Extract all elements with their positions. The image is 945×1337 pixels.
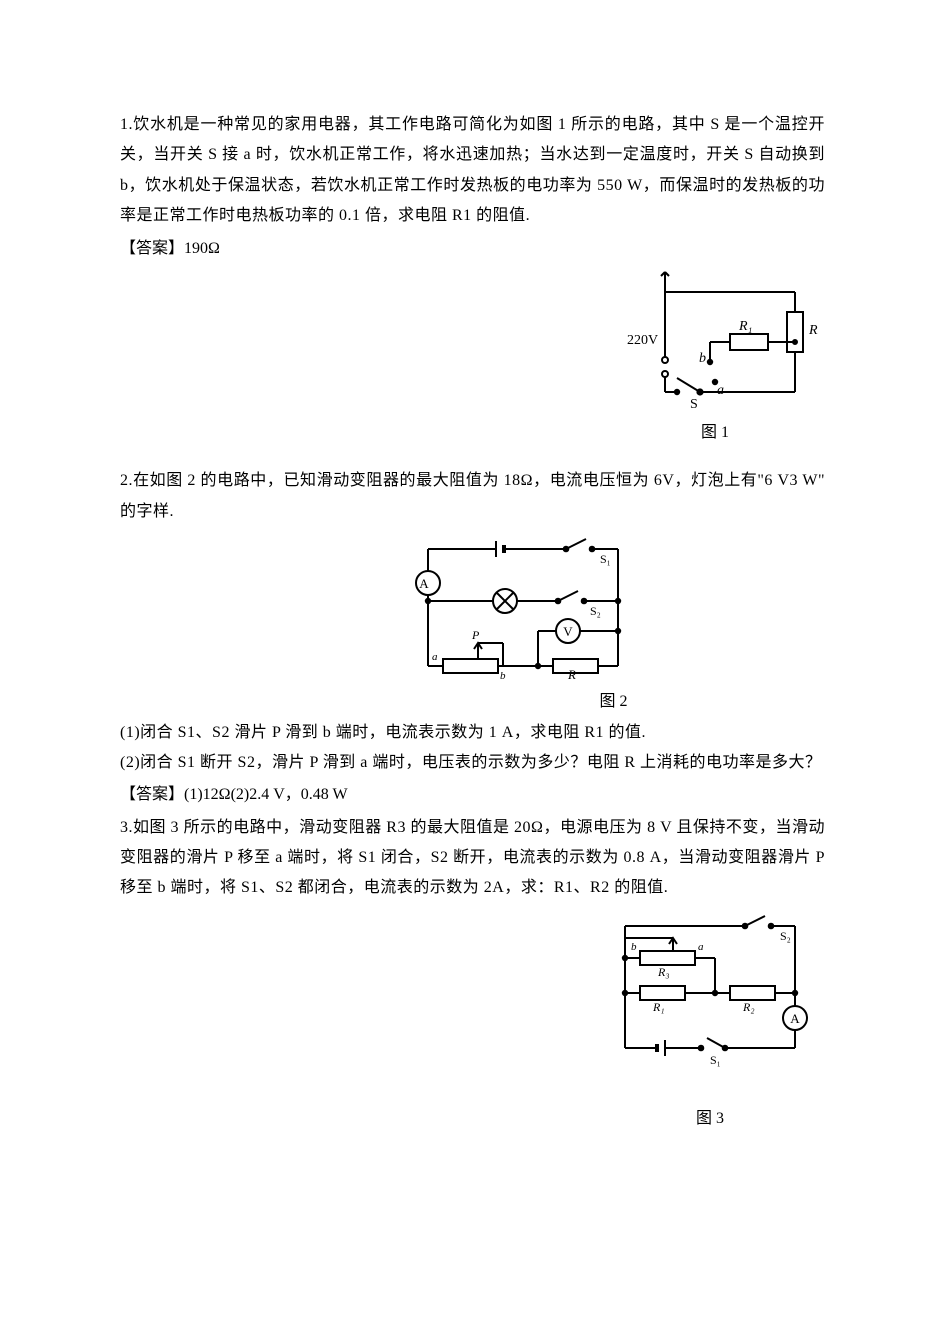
label-220v: 220V [627, 333, 658, 348]
label-S1: S₁ [710, 1053, 721, 1067]
problem-3-text: 3.如图 3 所示的电路中，滑动变阻器 R3 的最大阻值是 20Ω，电源电压为 … [120, 813, 825, 904]
label-R1: R₁ [738, 319, 752, 334]
label-R2: R₂ [742, 1000, 755, 1014]
label-b: b [699, 351, 706, 366]
problem-2-sub2: (2)闭合 S1 断开 S2，滑片 P 滑到 a 端时，电压表的示数为多少？电阻… [120, 748, 825, 778]
spacer [120, 448, 825, 466]
figure-1-wrap: 220V S a b R₁ R 图 1 [120, 262, 825, 448]
answer-text: (1)12Ω(2)2.4 V，0.48 W [184, 786, 348, 803]
document-page: 1.饮水机是一种常见的家用电器，其工作电路可简化为如图 1 所示的电路，其中 S… [0, 0, 945, 1337]
figure-3-caption: 图 3 [696, 1104, 724, 1134]
circuit-diagram-3: S₂ b a R₃ R₁ R₂ A S₁ [595, 908, 825, 1068]
figure-2-wrap: A V S₁ S₂ P a b R 图 2 [120, 531, 825, 717]
label-b: b [631, 941, 637, 953]
figure-3-wrap: S₂ b a R₃ R₁ R₂ A S₁ 图 3 [120, 908, 825, 1134]
label-a: a [698, 941, 704, 953]
label-R: R [808, 323, 818, 338]
answer-label: 【答案】 [120, 786, 184, 803]
label-S2: S₂ [780, 929, 791, 943]
circuit-diagram-1: 220V S a b R₁ R [605, 262, 825, 412]
label-V: V [563, 624, 573, 639]
answer-label: 【答案】 [120, 240, 184, 257]
label-S1: S₁ [600, 552, 611, 566]
label-A: A [419, 576, 429, 591]
label-S2: S₂ [590, 604, 601, 618]
figure-2: A V S₁ S₂ P a b R 图 2 [408, 531, 638, 717]
label-R1: R₁ [652, 1000, 665, 1014]
problem-2-text: 2.在如图 2 的电路中，已知滑动变阻器的最大阻值为 18Ω，电流电压恒为 6V… [120, 466, 825, 527]
label-S: S [690, 397, 698, 412]
label-P: P [471, 628, 480, 642]
label-R-bottom: R [567, 667, 576, 681]
label-A: A [790, 1011, 800, 1026]
label-a: a [717, 383, 724, 398]
problem-2-sub1: (1)闭合 S1、S2 滑片 P 滑到 b 端时，电流表示数为 1 A，求电阻 … [120, 718, 825, 748]
label-R3: R₃ [657, 965, 670, 979]
problem-2-answer: 【答案】(1)12Ω(2)2.4 V，0.48 W [120, 780, 825, 810]
problem-1-answer: 【答案】190Ω [120, 234, 825, 264]
answer-text: 190Ω [184, 240, 220, 257]
label-slider-b: b [500, 670, 506, 681]
figure-1: 220V S a b R₁ R 图 1 [605, 262, 825, 448]
label-slider-a: a [432, 651, 438, 663]
figure-2-caption: 图 2 [599, 687, 627, 717]
circuit-diagram-2: A V S₁ S₂ P a b R [408, 531, 638, 681]
figure-3: S₂ b a R₃ R₁ R₂ A S₁ 图 3 [595, 908, 825, 1134]
figure-1-caption: 图 1 [701, 418, 729, 448]
problem-1-text: 1.饮水机是一种常见的家用电器，其工作电路可简化为如图 1 所示的电路，其中 S… [120, 110, 825, 232]
